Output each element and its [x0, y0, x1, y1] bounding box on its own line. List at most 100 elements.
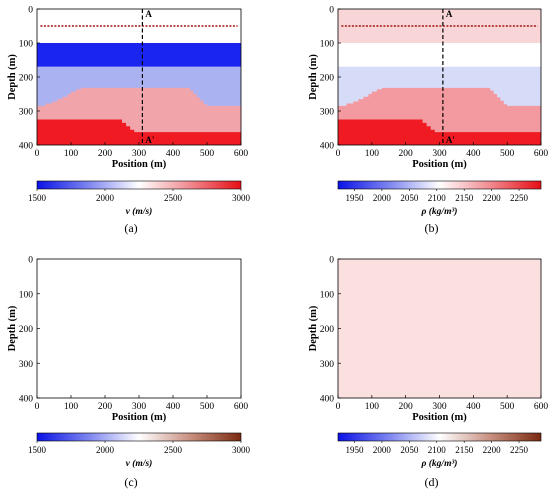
colorbar-label: v (m/s): [126, 206, 153, 217]
colorbar-tick-label: 1500: [28, 445, 47, 455]
x-tick-label: 200: [98, 402, 113, 412]
x-tick-label: 600: [234, 402, 249, 412]
y-tick-label: 200: [320, 325, 335, 335]
colorbar-tick-label: 1950: [345, 445, 364, 455]
panel-caption: (c): [124, 475, 137, 489]
y-tick-label: 100: [320, 290, 335, 300]
x-tick-label: 500: [500, 402, 515, 412]
y-axis-label: Depth (m): [308, 54, 319, 100]
panel-caption: (a): [124, 221, 137, 235]
y-tick-label: 300: [320, 108, 335, 118]
x-axis-label: Position (m): [112, 159, 167, 170]
x-tick-label: 600: [234, 149, 249, 159]
colorbar-tick-label: 3000: [232, 445, 251, 455]
colorbar-tick-label: 2000: [96, 445, 115, 455]
y-tick-label: 300: [19, 360, 34, 370]
colorbar-label: ρ (kg/m³): [421, 458, 458, 469]
x-axis-label: Position (m): [112, 412, 167, 423]
x-tick-label: 0: [336, 149, 341, 159]
x-tick-label: 100: [365, 149, 380, 159]
y-tick-label: 200: [320, 74, 335, 84]
x-tick-label: 100: [64, 149, 79, 159]
y-tick-label: 300: [320, 360, 335, 370]
y-tick-label: 100: [19, 40, 34, 50]
x-tick-label: 400: [466, 149, 481, 159]
colorbar-tick-label: 2000: [373, 193, 392, 203]
y-tick-label: 0: [329, 6, 334, 16]
x-tick-label: 500: [200, 402, 215, 412]
profile-label-start: A: [145, 9, 152, 19]
colorbar-tick-label: 1950: [345, 193, 364, 203]
x-tick-label: 300: [132, 402, 147, 412]
colorbar-tick-label: 2200: [483, 193, 502, 203]
colorbar: [337, 432, 542, 442]
y-tick-label: 200: [19, 74, 34, 84]
x-tick-label: 400: [166, 149, 181, 159]
x-axis-label: Position (m): [412, 159, 467, 170]
model-fill: [338, 259, 541, 398]
y-axis-label: Depth (m): [7, 54, 18, 100]
colorbar-tick-label: 2050: [400, 193, 419, 203]
colorbar-tick-label: 2150: [455, 445, 474, 455]
colorbar: [337, 180, 542, 190]
panel-a: AA'0 100 200 300 400 500 6000100200300400Posit…: [7, 6, 251, 236]
colorbar-tick-label: 2100: [428, 445, 447, 455]
profile-label-end: A': [145, 135, 154, 145]
y-tick-label: 400: [320, 142, 335, 152]
layer-2: [37, 43, 241, 67]
colorbar-tick-label: 3000: [232, 193, 251, 203]
colorbar: [36, 180, 242, 190]
layer-2: [338, 43, 541, 67]
x-tick-label: 600: [534, 149, 549, 159]
layer-5: [37, 119, 241, 145]
panel-b: AA'0 100 200 300 400 500 6000100200300400Posit…: [308, 6, 548, 236]
panel-c: 0 100 200 300 400 500 6000100200300400Position…: [7, 256, 251, 490]
x-tick-label: 200: [399, 149, 414, 159]
x-tick-label: 300: [432, 402, 447, 412]
colorbar-label: v (m/s): [126, 458, 153, 469]
x-tick-label: 500: [500, 149, 515, 159]
profile-label-start: A: [446, 9, 453, 19]
x-axis-label: Position (m): [412, 412, 467, 423]
layer-5: [338, 119, 541, 145]
colorbar-tick-label: 2100: [428, 193, 447, 203]
colorbar-tick-label: 2000: [96, 193, 115, 203]
colorbar-label: ρ (kg/m³): [421, 206, 458, 217]
y-tick-label: 100: [19, 290, 34, 300]
x-tick-label: 500: [200, 149, 215, 159]
x-tick-label: 300: [132, 149, 147, 159]
y-axis-label: Depth (m): [308, 305, 319, 351]
x-tick-label: 400: [166, 402, 181, 412]
colorbar: [36, 432, 242, 442]
y-tick-label: 0: [329, 256, 334, 266]
x-tick-label: 300: [432, 149, 447, 159]
y-tick-label: 200: [19, 325, 34, 335]
colorbar-tick-label: 2250: [510, 193, 529, 203]
colorbar-tick-label: 2250: [510, 445, 529, 455]
colorbar-tick-label: 2500: [164, 445, 183, 455]
colorbar-tick-label: 2050: [400, 445, 419, 455]
x-tick-label: 0: [336, 402, 341, 412]
x-tick-label: 100: [64, 402, 79, 412]
x-tick-label: 0: [35, 149, 40, 159]
colorbar-tick-label: 2000: [373, 445, 392, 455]
y-tick-label: 0: [28, 6, 33, 16]
colorbar-tick-label: 2150: [455, 193, 474, 203]
y-tick-label: 100: [320, 40, 335, 50]
panel-caption: (d): [425, 475, 439, 489]
y-axis-label: Depth (m): [7, 305, 18, 351]
y-tick-label: 300: [19, 108, 34, 118]
x-tick-label: 200: [98, 149, 113, 159]
model-fill: [37, 259, 241, 398]
panel-caption: (b): [425, 221, 439, 235]
colorbar-tick-label: 2200: [483, 445, 502, 455]
colorbar-tick-label: 2500: [164, 193, 183, 203]
x-tick-label: 200: [399, 402, 414, 412]
x-tick-label: 600: [534, 402, 549, 412]
panel-d: 0 100 200 300 400 500 6000100200300400Position…: [308, 256, 548, 490]
y-tick-label: 400: [19, 142, 34, 152]
colorbar-tick-label: 1500: [28, 193, 47, 203]
y-tick-label: 400: [19, 395, 34, 405]
